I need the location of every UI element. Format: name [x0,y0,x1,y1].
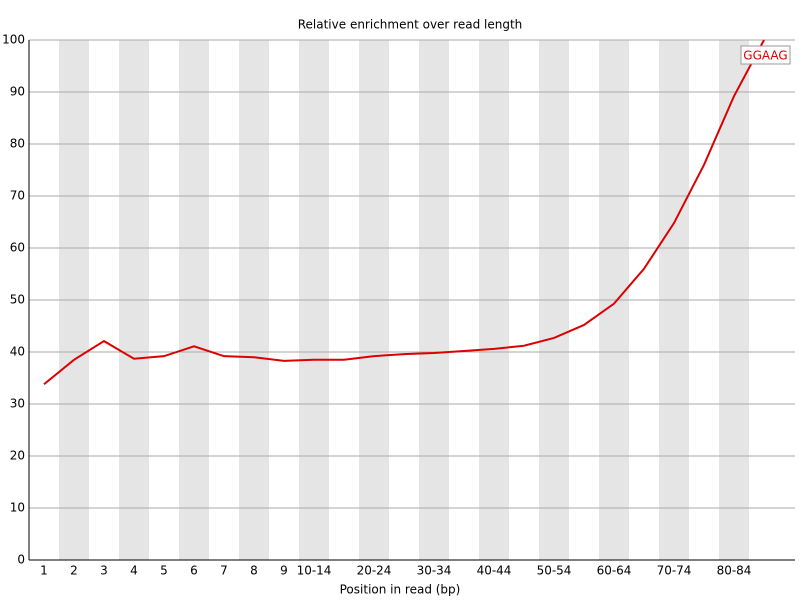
x-tick-label: 8 [250,564,258,578]
x-tick-label: 10-14 [297,564,332,578]
x-tick-label: 1 [40,564,48,578]
x-tick-label: 20-24 [357,564,392,578]
x-tick-label: 70-74 [657,564,692,578]
x-tick-label: 2 [70,564,78,578]
y-tick-label: 60 [10,241,25,255]
x-tick-label: 4 [130,564,138,578]
x-tick-label: 60-64 [597,564,632,578]
y-tick-label: 70 [10,189,25,203]
y-tick-label: 10 [10,501,25,515]
y-tick-label: 80 [10,137,25,151]
x-tick-label: 30-34 [417,564,452,578]
x-tick-label: 3 [100,564,108,578]
y-tick-label: 50 [10,293,25,307]
legend-box [740,45,791,65]
x-axis-label: Position in read (bp) [340,583,461,597]
y-tick-label: 40 [10,345,25,359]
x-tick-label: 6 [190,564,198,578]
x-tick-label: 80-84 [717,564,752,578]
chart-title: Relative enrichment over read length [298,18,523,32]
x-tick-label: 9 [280,564,288,578]
y-tick-label: 30 [10,397,25,411]
legend-label: GGAAG [743,49,787,63]
y-tick-label: 100 [2,33,25,47]
x-tick-label: 40-44 [477,564,512,578]
y-tick-label: 0 [17,553,25,567]
line [43,39,765,386]
x-tick-label: 7 [220,564,228,578]
x-tick-label: 5 [160,564,168,578]
x-tick-label: 50-54 [537,564,572,578]
y-tick-label: 90 [10,85,25,99]
y-tick-label: 20 [10,449,25,463]
